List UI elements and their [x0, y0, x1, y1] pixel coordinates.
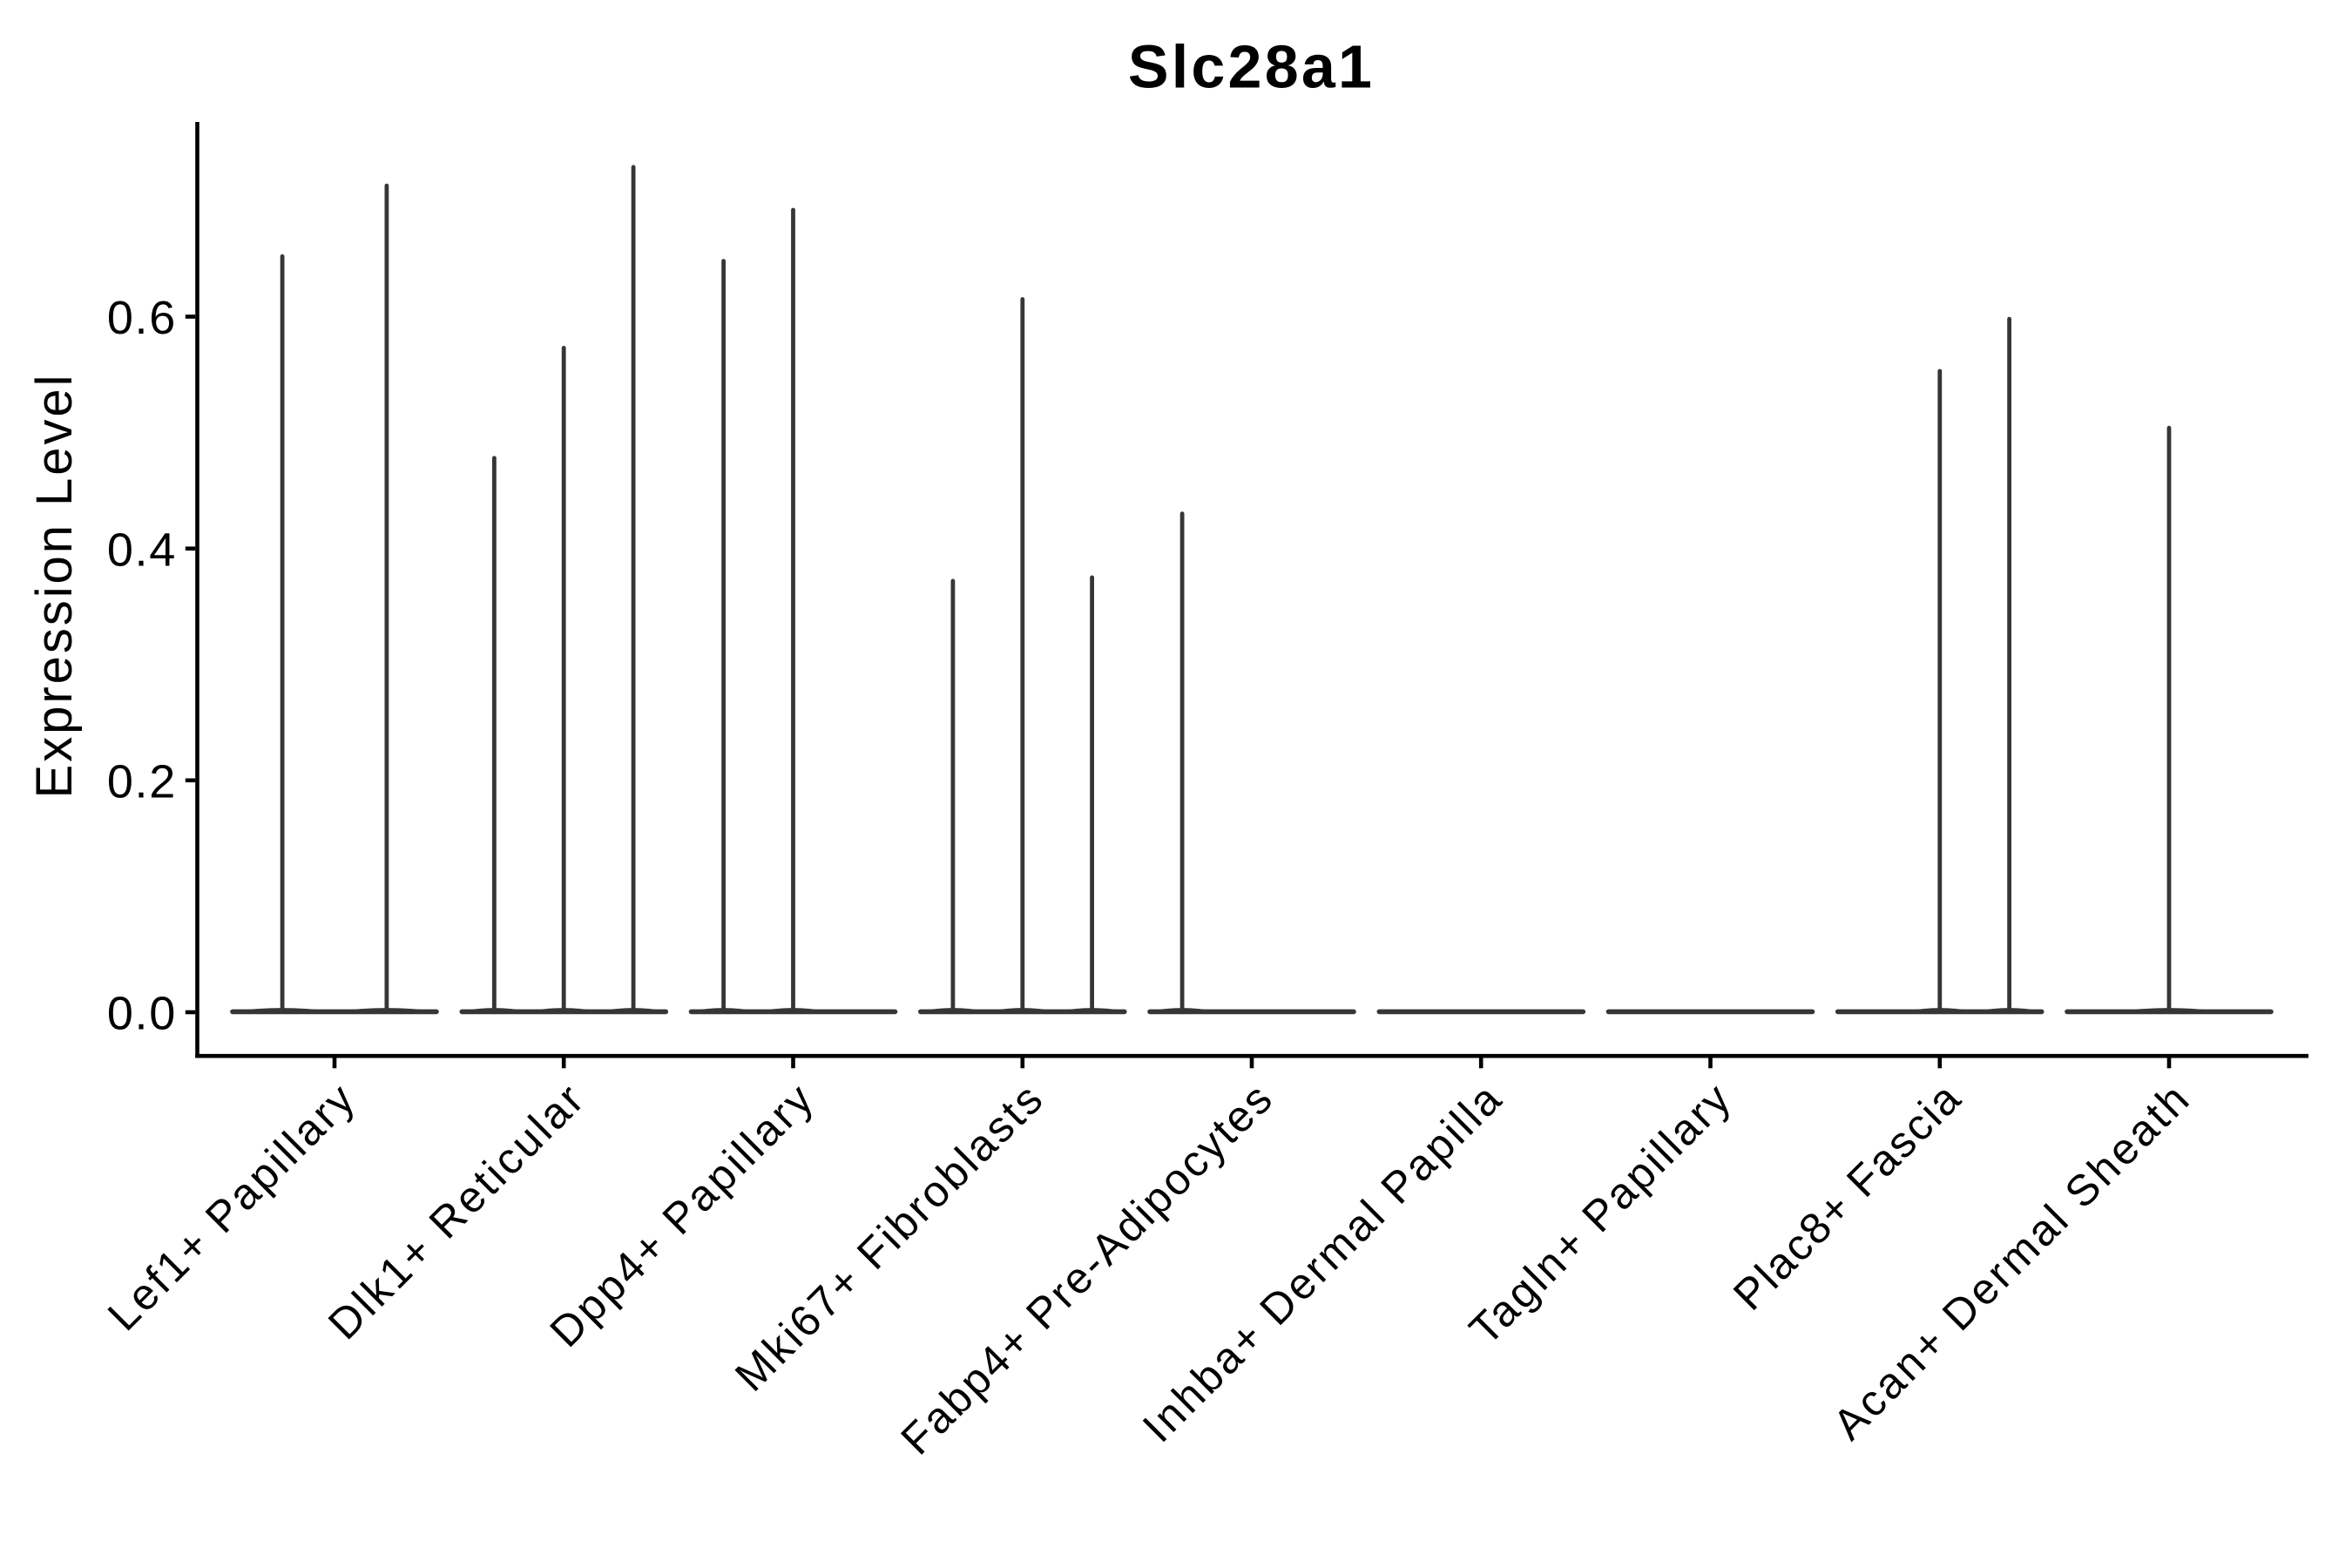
svg-text:0.4: 0.4: [107, 524, 177, 576]
svg-text:Slc28a1: Slc28a1: [1128, 33, 1375, 101]
svg-text:0.2: 0.2: [107, 756, 177, 808]
svg-text:0.6: 0.6: [107, 292, 177, 344]
svg-text:0.0: 0.0: [107, 988, 177, 1040]
svg-text:Expression Level: Expression Level: [26, 373, 83, 799]
